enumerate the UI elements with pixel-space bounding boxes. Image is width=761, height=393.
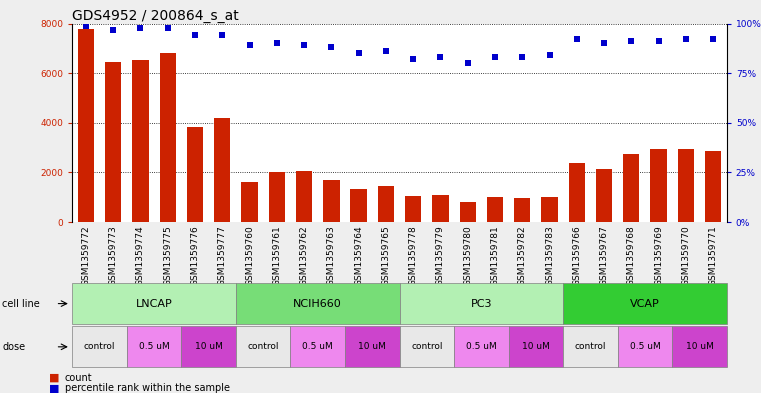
- Text: 10 uM: 10 uM: [195, 342, 222, 351]
- Bar: [351, 189, 367, 222]
- Text: LNCAP: LNCAP: [135, 299, 173, 309]
- Bar: [460, 202, 476, 222]
- Text: GSM1359773: GSM1359773: [109, 226, 118, 286]
- Bar: [487, 197, 503, 222]
- Text: VCAP: VCAP: [630, 299, 660, 309]
- Bar: [377, 186, 394, 222]
- Bar: [563, 326, 618, 367]
- Bar: [405, 196, 422, 222]
- Text: GSM1359764: GSM1359764: [354, 226, 363, 286]
- Bar: [623, 154, 639, 222]
- Text: percentile rank within the sample: percentile rank within the sample: [65, 383, 230, 393]
- Text: GSM1359775: GSM1359775: [164, 226, 172, 286]
- Bar: [181, 326, 236, 367]
- Bar: [323, 180, 339, 222]
- Bar: [400, 326, 454, 367]
- Bar: [160, 53, 176, 222]
- Text: GSM1359770: GSM1359770: [681, 226, 690, 286]
- Text: dose: dose: [2, 342, 25, 352]
- Bar: [291, 326, 345, 367]
- Bar: [72, 326, 127, 367]
- Text: 10 uM: 10 uM: [358, 342, 386, 351]
- Bar: [236, 326, 291, 367]
- Text: GSM1359774: GSM1359774: [136, 226, 145, 286]
- Text: GSM1359768: GSM1359768: [627, 226, 635, 286]
- Text: GSM1359777: GSM1359777: [218, 226, 227, 286]
- Text: GSM1359771: GSM1359771: [708, 226, 718, 286]
- Text: GSM1359763: GSM1359763: [327, 226, 336, 286]
- Text: 0.5 uM: 0.5 uM: [629, 342, 661, 351]
- Bar: [72, 283, 236, 324]
- Text: GSM1359776: GSM1359776: [190, 226, 199, 286]
- Text: control: control: [575, 342, 607, 351]
- Text: GSM1359761: GSM1359761: [272, 226, 282, 286]
- Text: GDS4952 / 200864_s_at: GDS4952 / 200864_s_at: [72, 9, 239, 22]
- Text: GSM1359781: GSM1359781: [491, 226, 499, 286]
- Bar: [514, 198, 530, 222]
- Bar: [78, 29, 94, 222]
- Bar: [563, 283, 727, 324]
- Text: GSM1359772: GSM1359772: [81, 226, 91, 286]
- Bar: [132, 60, 148, 222]
- Bar: [214, 118, 231, 222]
- Text: GSM1359782: GSM1359782: [517, 226, 527, 286]
- Text: count: count: [65, 373, 92, 383]
- Bar: [345, 326, 400, 367]
- Text: GSM1359760: GSM1359760: [245, 226, 254, 286]
- Bar: [568, 163, 585, 222]
- Bar: [400, 283, 563, 324]
- Bar: [269, 173, 285, 222]
- Text: 0.5 uM: 0.5 uM: [302, 342, 333, 351]
- Text: NCIH660: NCIH660: [293, 299, 342, 309]
- Text: 10 uM: 10 uM: [686, 342, 713, 351]
- Bar: [187, 127, 203, 222]
- Text: GSM1359780: GSM1359780: [463, 226, 472, 286]
- Text: 10 uM: 10 uM: [522, 342, 549, 351]
- Bar: [541, 197, 558, 222]
- Bar: [651, 149, 667, 222]
- Bar: [241, 182, 258, 222]
- Bar: [508, 326, 563, 367]
- Text: control: control: [247, 342, 279, 351]
- Text: GSM1359783: GSM1359783: [545, 226, 554, 286]
- Text: control: control: [84, 342, 116, 351]
- Text: PC3: PC3: [470, 299, 492, 309]
- Text: 0.5 uM: 0.5 uM: [466, 342, 497, 351]
- Bar: [296, 171, 312, 222]
- Bar: [127, 326, 181, 367]
- Bar: [618, 326, 672, 367]
- Text: control: control: [411, 342, 443, 351]
- Bar: [596, 169, 613, 222]
- Bar: [705, 151, 721, 222]
- Bar: [236, 283, 400, 324]
- Text: cell line: cell line: [2, 299, 40, 309]
- Text: GSM1359766: GSM1359766: [572, 226, 581, 286]
- Bar: [454, 326, 508, 367]
- Bar: [672, 326, 727, 367]
- Text: ■: ■: [49, 373, 60, 383]
- Text: GSM1359762: GSM1359762: [300, 226, 308, 286]
- Text: GSM1359765: GSM1359765: [381, 226, 390, 286]
- Bar: [432, 195, 449, 222]
- Text: 0.5 uM: 0.5 uM: [139, 342, 170, 351]
- Bar: [678, 149, 694, 222]
- Text: GSM1359779: GSM1359779: [436, 226, 445, 286]
- Text: ■: ■: [49, 383, 60, 393]
- Text: GSM1359769: GSM1359769: [654, 226, 663, 286]
- Text: GSM1359767: GSM1359767: [600, 226, 609, 286]
- Bar: [105, 62, 122, 222]
- Text: GSM1359778: GSM1359778: [409, 226, 418, 286]
